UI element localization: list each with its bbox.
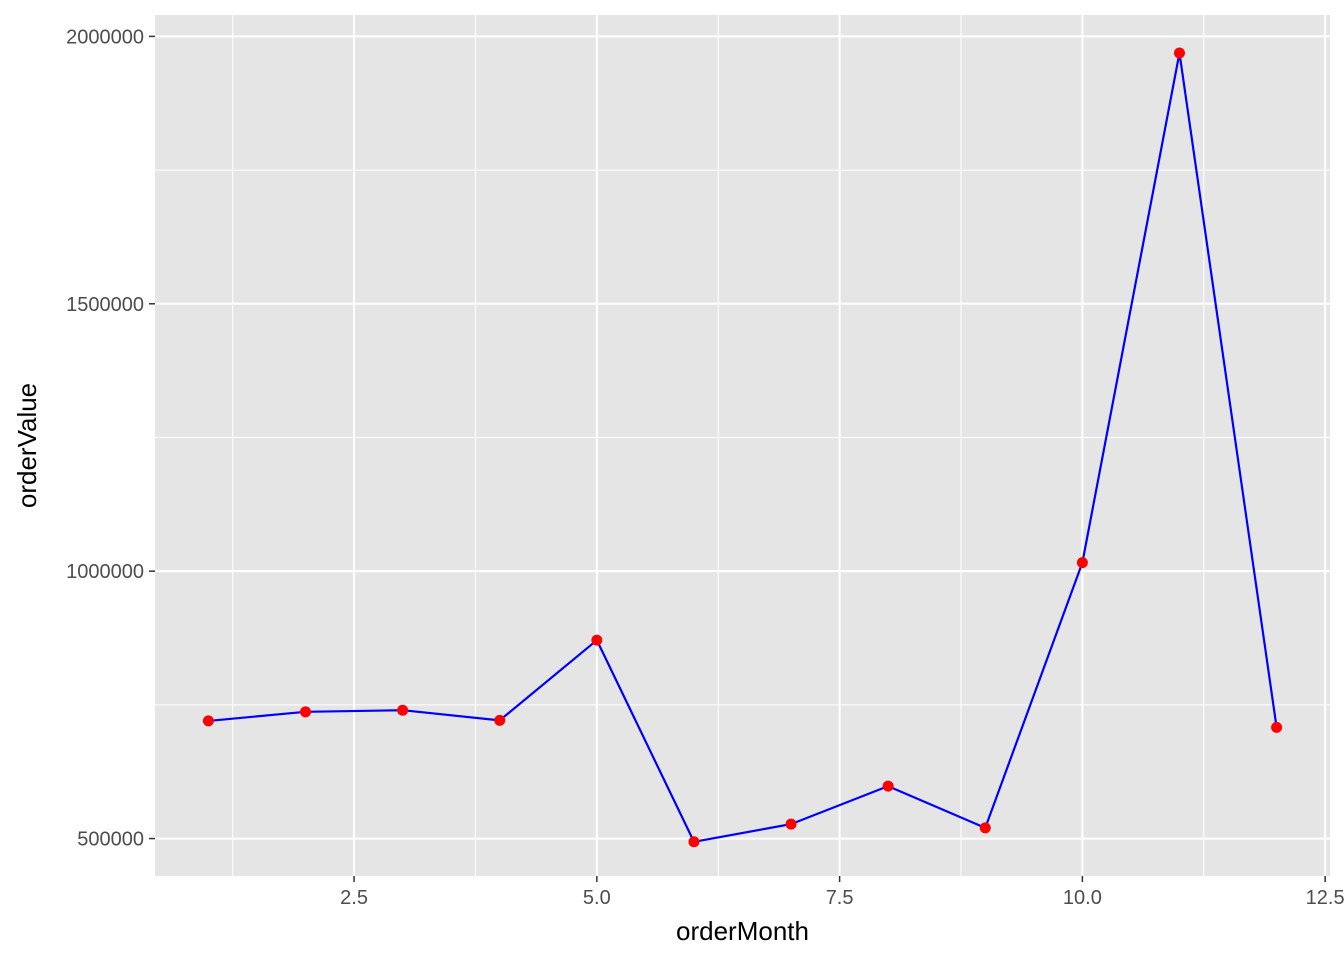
data-point xyxy=(785,818,797,830)
y-tick-label: 1000000 xyxy=(66,561,144,583)
series-line-group xyxy=(208,51,1278,843)
data-point xyxy=(1173,47,1185,59)
plot-panel xyxy=(155,15,1330,876)
x-axis-title: orderMonth xyxy=(676,916,809,946)
x-tick-label: 10.0 xyxy=(1063,887,1102,909)
major-gridlines xyxy=(155,15,1330,876)
data-point xyxy=(1076,557,1088,569)
minor-gridlines xyxy=(155,15,1330,876)
x-tick-label: 2.5 xyxy=(340,887,368,909)
data-point xyxy=(300,706,312,718)
y-axis-title: orderValue xyxy=(12,383,42,508)
series-points-group xyxy=(202,47,1283,848)
data-point xyxy=(688,836,700,848)
data-point xyxy=(979,822,991,834)
y-axis: 500000 1000000 1500000 2000000 xyxy=(66,26,155,851)
x-tick-label: 5.0 xyxy=(583,887,611,909)
data-point xyxy=(494,714,506,726)
series-line xyxy=(208,51,1278,843)
x-axis: 2.5 5.0 7.5 10.0 12.5 xyxy=(340,876,1344,909)
y-tick-label: 2000000 xyxy=(66,26,144,48)
data-point xyxy=(591,634,603,646)
x-tick-label: 7.5 xyxy=(826,887,854,909)
data-point xyxy=(1271,721,1283,733)
x-tick-label: 12.5 xyxy=(1306,887,1344,909)
y-tick-label: 1500000 xyxy=(66,294,144,316)
y-tick-label: 500000 xyxy=(77,829,144,851)
data-point xyxy=(397,704,409,716)
data-point xyxy=(202,715,214,727)
data-point xyxy=(882,780,894,792)
